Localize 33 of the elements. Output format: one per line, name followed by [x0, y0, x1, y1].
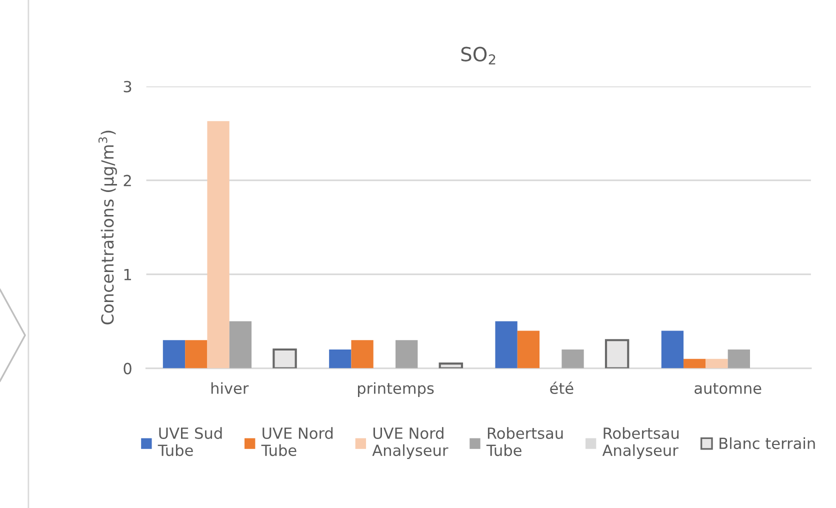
legend-label: Robertsau Analyseur	[602, 427, 679, 460]
bar	[706, 358, 728, 368]
legend-label: Robertsau Tube	[486, 427, 563, 456]
legend-label: Blanc terrain	[720, 437, 815, 450]
y-tick-label: 3	[124, 80, 132, 92]
y-axis-title: Concentrations (µg/m$^{3}$)	[98, 130, 117, 324]
bar	[162, 340, 186, 368]
bar	[728, 350, 750, 368]
bar	[329, 350, 352, 368]
legend-label: UVE Nord Tube	[261, 427, 333, 456]
bar	[684, 358, 706, 368]
bar	[229, 321, 252, 368]
bar	[604, 339, 630, 368]
legend-label: UVE Nord Analyseur	[372, 427, 448, 460]
bar	[438, 362, 464, 368]
legend-label: UVE Sud Tube	[158, 427, 222, 456]
bar	[185, 340, 208, 368]
bar	[495, 321, 518, 368]
bar	[272, 348, 297, 368]
x-tick-label: printemps	[358, 382, 434, 397]
bar	[396, 340, 418, 368]
x-tick-label: été	[550, 382, 574, 394]
x-tick-label: automne	[694, 383, 762, 394]
y-tick-label: 1	[124, 268, 131, 280]
x-tick-label: hiver	[211, 382, 249, 394]
bar	[517, 330, 540, 368]
bar	[562, 350, 584, 368]
y-tick-label: 2	[124, 174, 131, 186]
bar	[207, 121, 230, 368]
chart-title: SO$_{2}$	[461, 46, 496, 64]
bar	[661, 330, 684, 368]
y-tick-label: 0	[124, 362, 132, 374]
bar	[351, 340, 374, 368]
